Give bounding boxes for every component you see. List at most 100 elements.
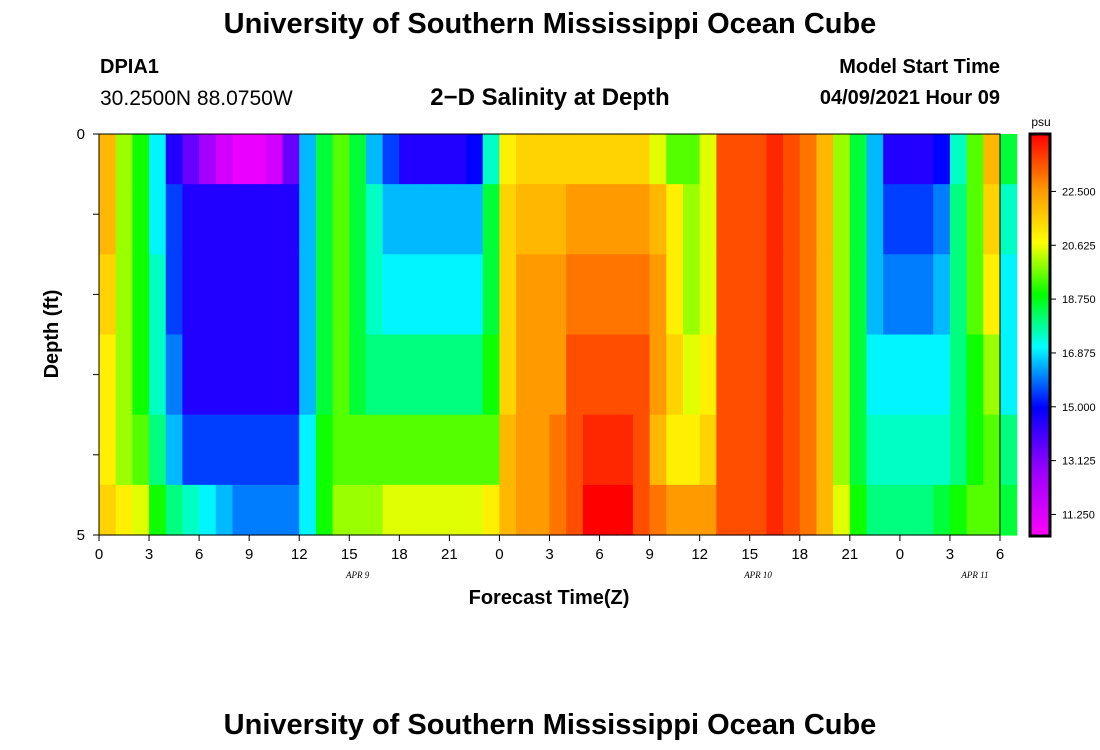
heatmap-cell [382,414,400,486]
heatmap-cell [365,254,384,336]
heatmap-cell [599,184,617,255]
heatmap-cell [983,484,1001,536]
heatmap-cell [1000,334,1018,416]
heatmap-cell [199,254,217,336]
x-tick-label: 3 [545,546,553,563]
heatmap-cell [1000,484,1018,536]
heatmap-cell [215,134,234,185]
heatmap-cell [232,334,250,416]
heatmap-cell [299,414,317,486]
heatmap-cell [516,414,534,486]
heatmap-cell [532,484,551,536]
x-tick-label: 6 [595,546,603,563]
x-tick-label: 15 [341,546,358,563]
heatmap-cell [299,334,317,416]
heatmap-cell [282,414,300,486]
heatmap-cell [132,414,150,486]
heatmap-cell [833,134,851,185]
heatmap-cell [733,334,751,416]
heatmap-cell [365,334,384,416]
heatmap-cell [682,254,701,336]
heatmap-cell [866,414,884,486]
heatmap-cell [716,254,734,336]
heatmap-cell [232,484,250,536]
colorbar-tick-label: 13.125 [1062,456,1096,468]
heatmap-cell [1000,134,1018,185]
heatmap-cell [499,184,517,255]
heatmap-cell [115,134,133,185]
heatmap-cell [215,184,234,255]
heatmap-cell [165,134,184,185]
heatmap-cell [783,134,801,185]
heatmap-cell [249,484,267,536]
heatmap-cell [399,334,417,416]
heatmap-cell [783,334,801,416]
heatmap-cell [816,334,834,416]
heatmap-cell [682,484,701,536]
heatmap-cell [632,334,651,416]
heatmap-cell [315,414,334,486]
heatmap-cell [1000,254,1018,336]
heatmap-cell [482,334,501,416]
heatmap-cell [616,414,634,486]
heatmap-cell [382,134,400,185]
heatmap-cell [249,254,267,336]
heatmap-cell [582,184,601,255]
heatmap-cell [332,484,350,536]
heatmap-cell [432,414,450,486]
heatmap-cell [1000,414,1018,486]
heatmap-cell [432,184,450,255]
heatmap-cell [282,484,300,536]
heatmap-cell [699,334,717,416]
heatmap-cell [365,134,384,185]
heatmap-cell [833,254,851,336]
x-tick-label: 21 [441,546,458,563]
heatmap-cell [649,414,667,486]
heatmap-cell [916,414,934,486]
x-tick-label: 6 [195,546,203,563]
heatmap-cell [849,184,868,255]
x-tick-label: 21 [841,546,858,563]
heatmap-cell [382,334,400,416]
heatmap-cell [966,134,984,185]
heatmap-cell [799,484,818,536]
heatmap-cell [816,484,834,536]
heatmap-cell [382,184,400,255]
heatmap-cell [816,184,834,255]
heatmap-cell [699,254,717,336]
heatmap-cell [449,334,467,416]
heatmap-cell [466,484,484,536]
heatmap-cell [149,414,167,486]
heatmap-cell [432,334,450,416]
heatmap-cell [416,414,434,486]
heatmap-cell [466,334,484,416]
x-tick-label: 15 [741,546,758,563]
heatmap-cell [215,414,234,486]
heatmap-cell [649,334,667,416]
heatmap-cell [165,484,184,536]
heatmap-cell [632,134,651,185]
heatmap-cells [99,134,1018,536]
heatmap-cell [566,254,584,336]
y-axis-label: Depth (ft) [41,290,63,379]
x-tick-label: 3 [946,546,954,563]
heatmap-cell [933,484,951,536]
heatmap-cell [883,484,901,536]
heatmap-cell [682,414,701,486]
colorbar-ticks: 22.500 20.625 18.750 16.875 15.000 13.125 11.2… [1050,186,1096,521]
x-tick-label: 3 [145,546,153,563]
heatmap-cell [532,134,551,185]
heatmap-cell [265,484,284,536]
x-tick-label: 6 [996,546,1004,563]
x-tick-label: 18 [791,546,808,563]
heatmap-cell [99,134,117,185]
heatmap-cell [482,134,501,185]
heatmap-cell [966,254,984,336]
heatmap-cell [866,134,884,185]
heatmap-cell [99,334,117,416]
heatmap-cell [666,334,684,416]
heatmap-cell [716,334,734,416]
heatmap-cell [616,254,634,336]
heatmap-cell [332,254,350,336]
heatmap-cell [232,254,250,336]
